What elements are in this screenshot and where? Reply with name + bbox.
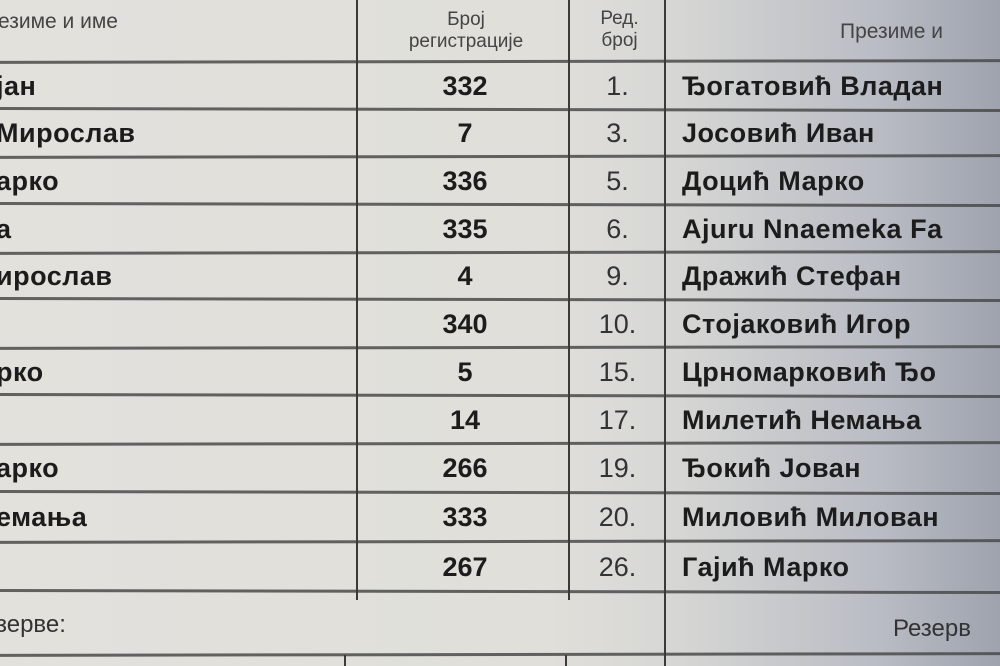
row-registration-number: 332	[442, 70, 488, 101]
header-registration-line1: Број	[447, 9, 485, 30]
row-registration-number: 14	[449, 404, 481, 435]
column-divider	[565, 655, 567, 666]
header-name-right: Презиме и	[840, 20, 944, 43]
row-order-number: 10.	[598, 308, 637, 339]
row-order-number: 26.	[598, 551, 637, 582]
row-order-number: 17.	[598, 404, 637, 435]
row-registration-number: 7	[457, 118, 473, 148]
row-name-left: а	[0, 213, 12, 244]
row-registration-number: 340	[442, 308, 488, 339]
row-name-right: Јосовић Иван	[682, 118, 875, 148]
row-registration-number: 266	[442, 453, 488, 483]
header-registration: Број регистрације	[362, 0, 570, 62]
column-divider	[664, 0, 666, 666]
row-name-left: арко	[0, 453, 60, 483]
row-divider	[0, 652, 1000, 657]
header-name-left: езиме и име	[0, 10, 118, 33]
row-order-number: 15.	[598, 356, 637, 387]
row-name-right: Доцић Марко	[682, 165, 865, 196]
header-order: Ред. број	[572, 0, 667, 66]
reserves-right-label: Резерв	[893, 615, 971, 642]
row-name-left	[0, 300, 351, 348]
row-registration-number: 267	[442, 551, 488, 582]
row-registration-number: 5	[457, 356, 473, 387]
row-name-left: рко	[0, 356, 44, 387]
header-order-line2: број	[601, 30, 638, 51]
row-name-right: Милетић Немања	[682, 404, 922, 435]
row-name-left: емања	[0, 502, 88, 532]
row-name-right: Ajuru Nnaemeka Fa	[682, 213, 943, 244]
row-order-number: 1.	[606, 70, 629, 101]
row-registration-number: 4	[457, 261, 473, 291]
row-name-right: Стојаковић Игор	[682, 308, 911, 339]
row-registration-number: 333	[442, 502, 488, 532]
column-divider	[356, 0, 358, 600]
row-name-right: Гајић Марко	[682, 551, 850, 582]
row-order-number: 9.	[606, 261, 629, 291]
row-name-left	[0, 396, 351, 444]
row-order-number: 5.	[606, 165, 629, 196]
row-order-number: 20.	[598, 502, 637, 532]
row-name-left	[0, 542, 351, 592]
row-name-right: Црномарковић Ђо	[682, 356, 937, 387]
row-name-left: Мирослав	[0, 118, 136, 148]
row-order-number: 19.	[598, 453, 637, 483]
row-name-right: Дражић Стефан	[682, 261, 902, 291]
row-name-left: ирослав	[0, 261, 113, 291]
column-divider	[344, 655, 346, 666]
row-name-right: Ђокић Јован	[682, 453, 862, 483]
header-order-line1: Ред.	[600, 8, 639, 29]
row-name-left: арко	[0, 165, 60, 196]
row-name-left: јан	[0, 70, 37, 101]
row-name-right: Миловић Милован	[682, 502, 940, 532]
row-registration-number: 336	[442, 165, 488, 196]
row-order-number: 3.	[606, 118, 629, 148]
column-divider	[568, 0, 570, 600]
row-name-right: Ђогатовић Владан	[682, 70, 944, 101]
row-registration-number: 335	[442, 213, 488, 244]
header-registration-line2: регистрације	[408, 31, 524, 52]
reserves-left-label: зерве:	[0, 611, 66, 638]
row-order-number: 6.	[606, 213, 629, 244]
